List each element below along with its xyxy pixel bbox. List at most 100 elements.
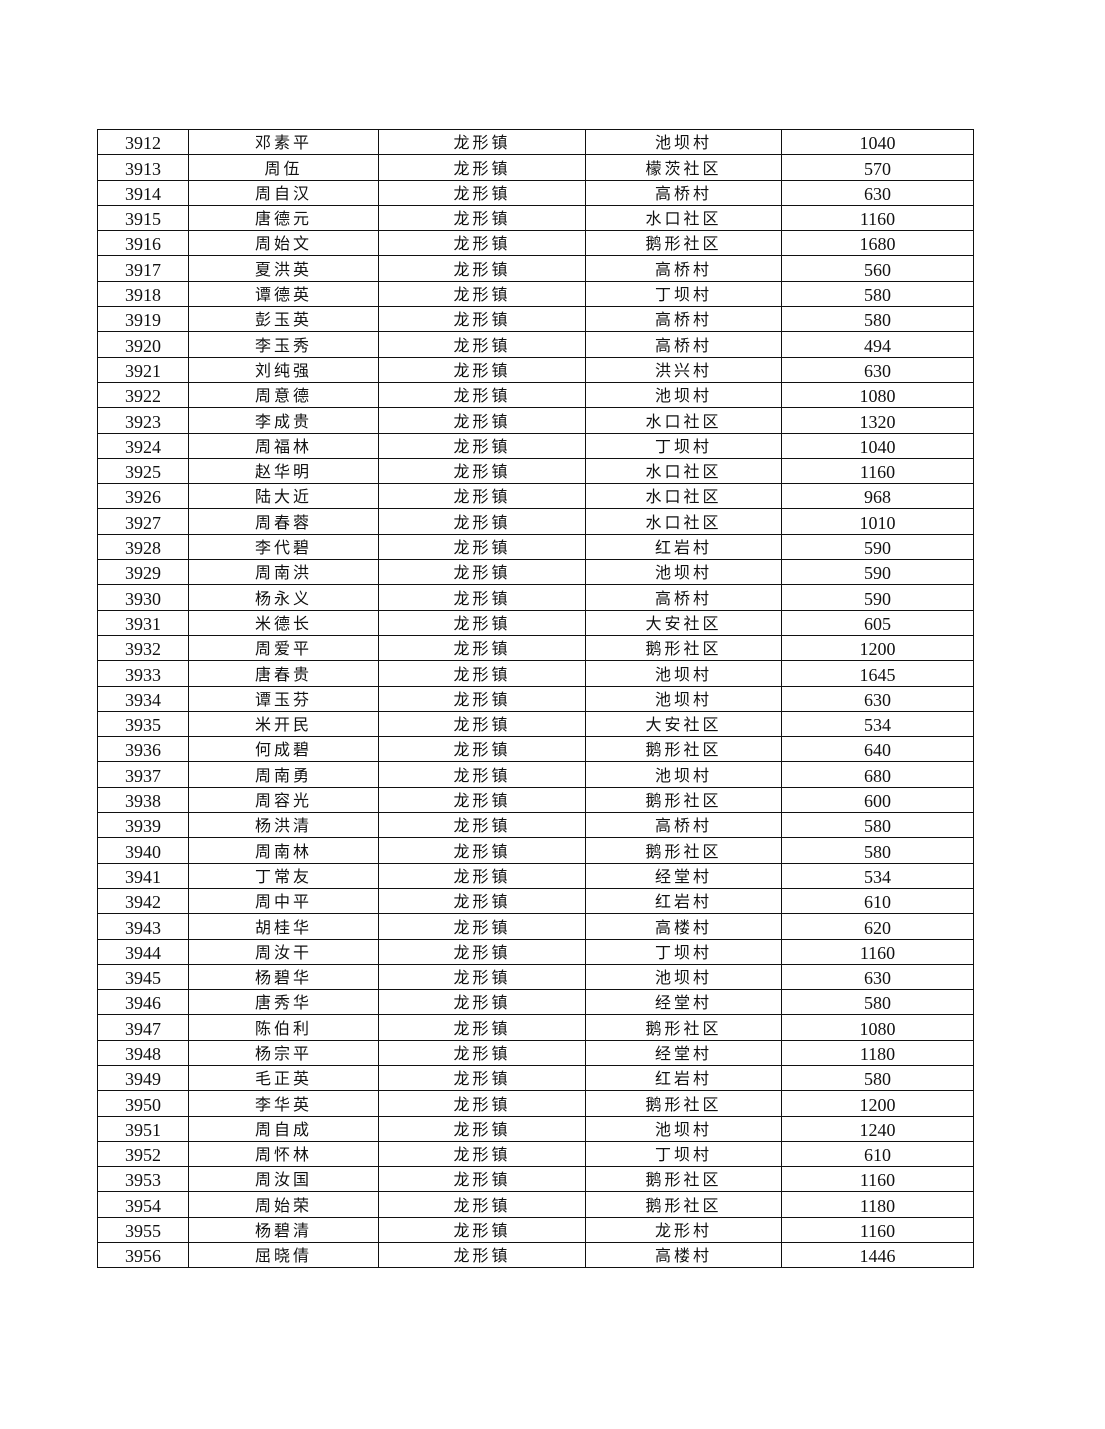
cell-town: 龙形镇 — [378, 356, 586, 383]
table-row: 3928 李代碧 龙形镇 红岩村 590 — [97, 533, 974, 561]
cell-index: 3918 — [97, 280, 189, 308]
cell-amount: 580 — [781, 837, 974, 864]
cell-index: 3922 — [97, 381, 189, 409]
cell-name: 邓素平 — [188, 128, 379, 156]
cell-town: 龙形镇 — [378, 1090, 586, 1117]
cell-name: 李玉秀 — [188, 331, 379, 358]
cell-amount: 570 — [781, 154, 974, 181]
cell-index: 3948 — [97, 1039, 189, 1066]
cell-index: 3942 — [97, 887, 189, 915]
cell-amount: 1180 — [781, 1039, 974, 1066]
cell-amount: 610 — [781, 887, 974, 915]
cell-amount: 1680 — [781, 230, 974, 257]
cell-name: 李代碧 — [188, 533, 379, 561]
cell-village: 水口社区 — [585, 407, 782, 434]
table-row: 3941 丁常友 龙形镇 经堂村 534 — [97, 862, 974, 889]
cell-village: 池坝村 — [585, 1115, 782, 1142]
cell-amount: 590 — [781, 584, 974, 611]
cell-town: 龙形镇 — [378, 255, 586, 282]
cell-village: 大安社区 — [585, 609, 782, 636]
cell-name: 何成碧 — [188, 736, 379, 763]
table-row: 3939 杨洪清 龙形镇 高桥村 580 — [97, 812, 974, 839]
cell-village: 池坝村 — [585, 128, 782, 156]
cell-index: 3919 — [97, 306, 189, 333]
cell-town: 龙形镇 — [378, 128, 586, 156]
cell-village: 池坝村 — [585, 559, 782, 586]
table-body: 3912 邓素平 龙形镇 池坝村 1040 3913 周伍 龙形镇 檬茨社区 570 3914 周自汉… — [97, 128, 974, 1269]
cell-amount: 580 — [781, 280, 974, 308]
cell-name: 唐德元 — [188, 204, 379, 232]
table-row: 3954 周始荣 龙形镇 鹅形社区 1180 — [97, 1191, 974, 1218]
cell-village: 水口社区 — [585, 508, 782, 535]
cell-name: 唐秀华 — [188, 989, 379, 1016]
cell-amount: 1446 — [781, 1242, 974, 1269]
cell-village: 池坝村 — [585, 963, 782, 991]
cell-name: 李华英 — [188, 1090, 379, 1117]
cell-village: 经堂村 — [585, 989, 782, 1016]
cell-town: 龙形镇 — [378, 887, 586, 915]
cell-amount: 1180 — [781, 1191, 974, 1218]
cell-index: 3951 — [97, 1115, 189, 1142]
cell-town: 龙形镇 — [378, 1140, 586, 1168]
cell-name: 毛正英 — [188, 1064, 379, 1092]
cell-amount: 534 — [781, 862, 974, 889]
cell-index: 3949 — [97, 1064, 189, 1092]
cell-town: 龙形镇 — [378, 584, 586, 611]
cell-amount: 968 — [781, 483, 974, 510]
cell-village: 池坝村 — [585, 660, 782, 687]
cell-index: 3920 — [97, 331, 189, 358]
cell-name: 刘纯强 — [188, 356, 379, 383]
cell-village: 龙形村 — [585, 1216, 782, 1244]
cell-name: 周始文 — [188, 230, 379, 257]
cell-amount: 1200 — [781, 1090, 974, 1117]
cell-amount: 630 — [781, 356, 974, 383]
cell-name: 彭玉英 — [188, 306, 379, 333]
cell-index: 3941 — [97, 862, 189, 889]
cell-village: 红岩村 — [585, 887, 782, 915]
cell-village: 洪兴村 — [585, 356, 782, 383]
cell-village: 池坝村 — [585, 685, 782, 712]
cell-village: 高桥村 — [585, 331, 782, 358]
cell-town: 龙形镇 — [378, 1166, 586, 1193]
cell-town: 龙形镇 — [378, 204, 586, 232]
cell-town: 龙形镇 — [378, 1115, 586, 1142]
cell-name: 杨碧清 — [188, 1216, 379, 1244]
table-row: 3944 周汝干 龙形镇 丁坝村 1160 — [97, 938, 974, 965]
cell-town: 龙形镇 — [378, 331, 586, 358]
cell-amount: 1010 — [781, 508, 974, 535]
cell-amount: 1160 — [781, 204, 974, 232]
cell-town: 龙形镇 — [378, 1216, 586, 1244]
cell-amount: 1645 — [781, 660, 974, 687]
cell-index: 3952 — [97, 1140, 189, 1168]
cell-amount: 600 — [781, 786, 974, 814]
cell-name: 杨碧华 — [188, 963, 379, 991]
cell-amount: 1040 — [781, 128, 974, 156]
cell-amount: 580 — [781, 306, 974, 333]
cell-village: 丁坝村 — [585, 432, 782, 459]
cell-name: 周怀林 — [188, 1140, 379, 1168]
cell-town: 龙形镇 — [378, 938, 586, 965]
table-row: 3951 周自成 龙形镇 池坝村 1240 — [97, 1115, 974, 1142]
table-row: 3923 李成贵 龙形镇 水口社区 1320 — [97, 407, 974, 434]
cell-index: 3927 — [97, 508, 189, 535]
cell-index: 3929 — [97, 559, 189, 586]
cell-name: 米德长 — [188, 609, 379, 636]
cell-index: 3955 — [97, 1216, 189, 1244]
cell-index: 3931 — [97, 609, 189, 636]
cell-amount: 580 — [781, 989, 974, 1016]
cell-village: 经堂村 — [585, 1039, 782, 1066]
table-row: 3927 周春蓉 龙形镇 水口社区 1010 — [97, 508, 974, 535]
table-row: 3940 周南林 龙形镇 鹅形社区 580 — [97, 837, 974, 864]
cell-name: 周中平 — [188, 887, 379, 915]
cell-name: 周始荣 — [188, 1191, 379, 1218]
table-row: 3926 陆大近 龙形镇 水口社区 968 — [97, 483, 974, 510]
cell-town: 龙形镇 — [378, 1039, 586, 1066]
cell-index: 3921 — [97, 356, 189, 383]
cell-town: 龙形镇 — [378, 710, 586, 738]
cell-village: 高桥村 — [585, 306, 782, 333]
cell-amount: 640 — [781, 736, 974, 763]
cell-name: 周福林 — [188, 432, 379, 459]
cell-name: 周南洪 — [188, 559, 379, 586]
cell-name: 杨宗平 — [188, 1039, 379, 1066]
cell-name: 赵华明 — [188, 457, 379, 485]
